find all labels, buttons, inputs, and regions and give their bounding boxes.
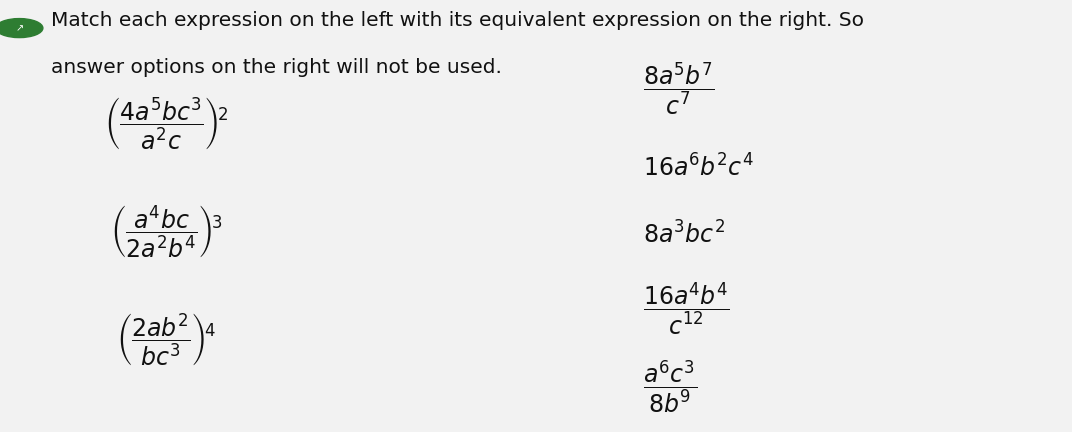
Text: $\left(\dfrac{a^4bc}{2a^2b^4}\right)^{\!3}$: $\left(\dfrac{a^4bc}{2a^2b^4}\right)^{\!… bbox=[110, 203, 222, 260]
Text: $\dfrac{8a^5b^7}{c^7}$: $\dfrac{8a^5b^7}{c^7}$ bbox=[643, 60, 715, 117]
Text: Match each expression on the left with its equivalent expression on the right. S: Match each expression on the left with i… bbox=[51, 11, 864, 30]
Text: $16a^6b^2c^4$: $16a^6b^2c^4$ bbox=[643, 155, 754, 182]
Text: $\nearrow$: $\nearrow$ bbox=[14, 23, 25, 33]
Text: $\dfrac{16a^4b^4}{c^{12}}$: $\dfrac{16a^4b^4}{c^{12}}$ bbox=[643, 280, 730, 337]
Text: $\dfrac{a^6c^3}{8b^9}$: $\dfrac{a^6c^3}{8b^9}$ bbox=[643, 358, 698, 415]
Text: answer options on the right will not be used.: answer options on the right will not be … bbox=[51, 58, 503, 77]
Text: $\left(\dfrac{4a^5bc^3}{a^2c}\right)^{\!2}$: $\left(\dfrac{4a^5bc^3}{a^2c}\right)^{\!… bbox=[104, 95, 228, 152]
Circle shape bbox=[0, 19, 43, 38]
Text: $8a^3bc^2$: $8a^3bc^2$ bbox=[643, 222, 725, 249]
Text: $\left(\dfrac{2ab^2}{bc^3}\right)^{\!4}$: $\left(\dfrac{2ab^2}{bc^3}\right)^{\!4}$ bbox=[116, 311, 217, 368]
